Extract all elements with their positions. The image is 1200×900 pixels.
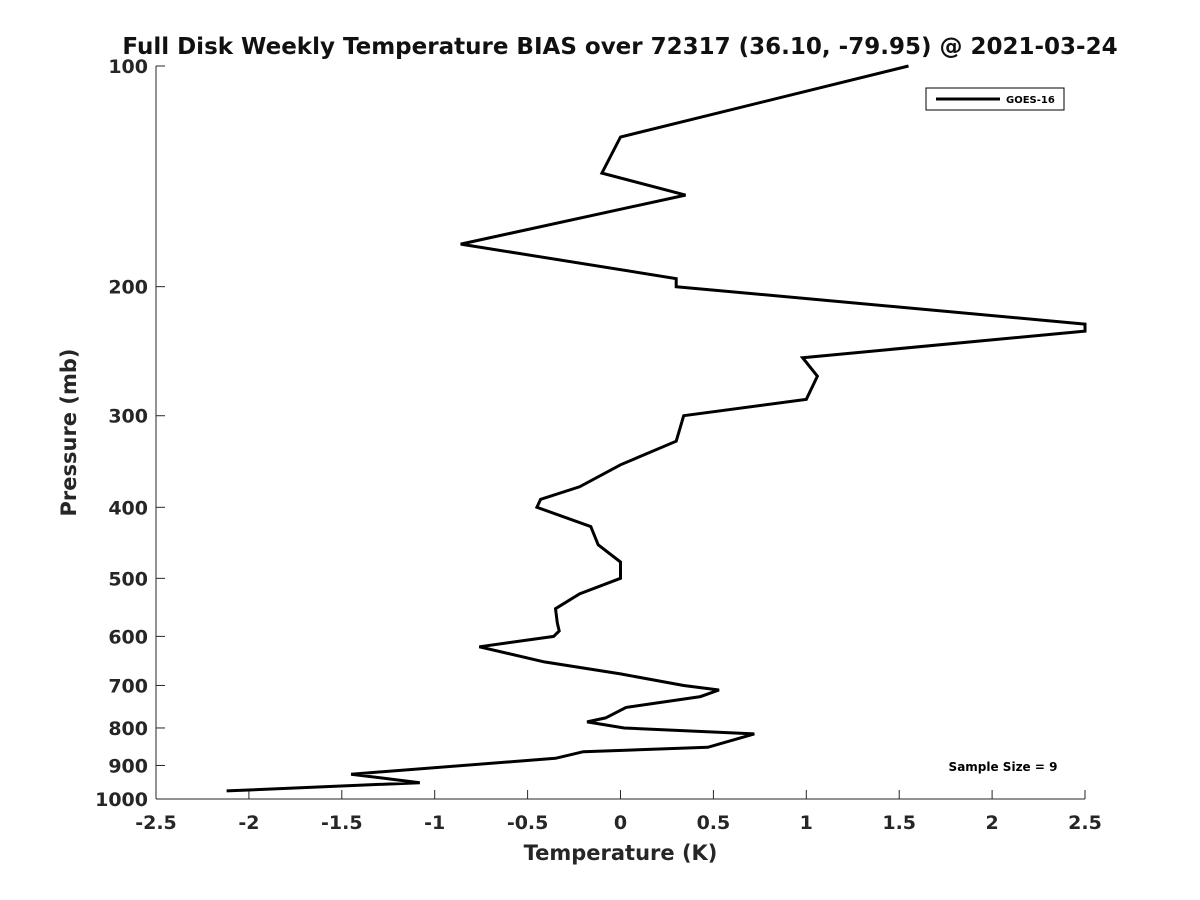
y-tick-label: 200	[108, 277, 148, 299]
sample-size-annotation: Sample Size = 9	[949, 760, 1058, 774]
y-tick-label: 900	[108, 755, 148, 777]
y-tick-label: 1000	[95, 789, 148, 811]
y-tick-label: 800	[108, 718, 148, 740]
x-axis: -2.5 -2 -1.5 -1 -0.5 0 0.5 1 1.5 2 2.5	[135, 790, 1102, 834]
y-tick-label: 700	[108, 675, 148, 697]
y-tick-label: 500	[108, 568, 148, 590]
x-tick-label: 2.5	[1068, 812, 1102, 834]
x-tick-label: -1.5	[321, 812, 363, 834]
x-axis-label: Temperature (K)	[524, 841, 718, 865]
legend-label-goes-16: GOES-16	[1006, 95, 1055, 106]
x-tick-label: -2	[238, 812, 259, 834]
legend: GOES-16	[925, 87, 1065, 111]
y-tick-label: 400	[108, 497, 148, 519]
x-tick-label: 2	[985, 812, 998, 834]
x-tick-label: 1.5	[882, 812, 916, 834]
x-tick-label: 0.5	[697, 812, 731, 834]
x-tick-label: 0	[614, 812, 627, 834]
x-tick-label: -0.5	[507, 812, 549, 834]
x-tick-label: -2.5	[135, 812, 177, 834]
y-axis: 100 200 300 400 500 600 700 800 900 1000	[95, 56, 165, 811]
series-layer	[226, 64, 1087, 793]
series-line-goes-16	[226, 64, 1087, 793]
x-tick-label: -1	[424, 812, 445, 834]
x-tick-label: 1	[800, 812, 813, 834]
plot-area	[155, 66, 1085, 800]
y-tick-label: 600	[108, 626, 148, 648]
y-tick-label: 100	[108, 56, 148, 78]
y-tick-label: 300	[108, 406, 148, 428]
chart-title: Full Disk Weekly Temperature BIAS over 7…	[122, 34, 1117, 60]
y-axis-label: Pressure (mb)	[57, 349, 81, 517]
